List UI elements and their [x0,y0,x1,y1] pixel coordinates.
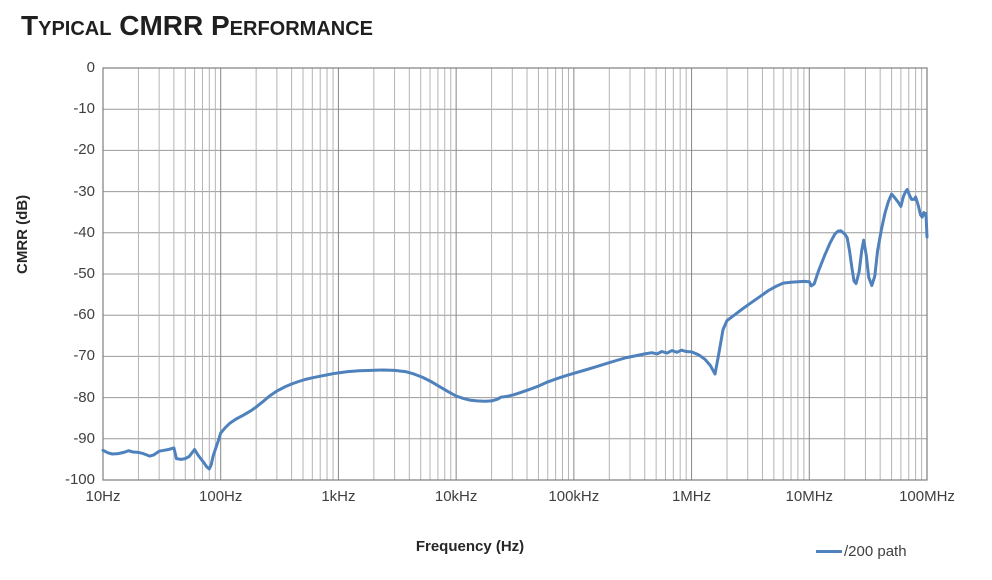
x-tick-label: 100Hz [199,488,243,505]
y-tick-label: -90 [73,429,95,447]
x-tick-label: 100kHz [548,488,600,505]
x-tick-label: 10Hz [85,488,121,505]
series-line--200-path [101,188,929,471]
x-tick-label: 1MHz [671,488,712,505]
x-axis-title: Frequency (Hz) [415,538,525,555]
legend: /200 path [816,543,907,560]
legend-line-swatch [816,550,842,553]
plot-border [102,67,928,481]
x-tick-label: 10kHz [434,488,478,505]
y-tick-label: -60 [73,306,95,324]
x-tick-label: 10MHz [785,488,834,505]
chart-title: Typical CMRR Performance [21,10,373,41]
y-tick-label: -30 [73,182,95,200]
y-axis-title: CMRR (dB) [14,194,31,274]
y-tick-label: -70 [73,347,95,365]
x-tick-label: 1kHz [321,488,356,505]
x-tick-label: 100MHz [899,488,955,505]
legend-series-label: /200 path [844,543,907,560]
y-tick-label: -40 [73,223,95,241]
y-tick-label: -10 [73,100,95,118]
y-tick-label: -80 [73,388,95,406]
y-tick-label: -50 [73,265,95,282]
y-tick-label: 0 [86,59,95,76]
y-tick-label: -20 [73,141,95,159]
y-tick-label: -100 [64,471,95,488]
